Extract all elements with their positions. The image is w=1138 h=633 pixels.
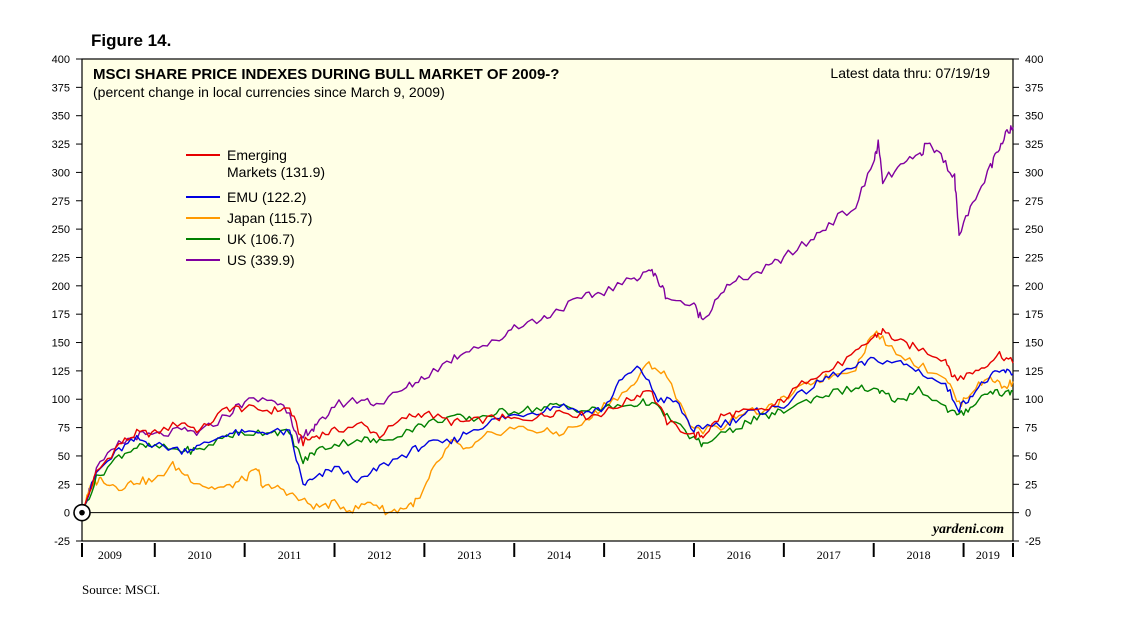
x-tick-label: 2012: [367, 548, 391, 562]
legend-label-0: Emerging: [227, 147, 287, 163]
y-tick-label-right: 0: [1025, 508, 1031, 520]
chart-title: MSCI SHARE PRICE INDEXES DURING BULL MAR…: [93, 66, 559, 83]
y-tick-label-left: -25: [54, 536, 70, 548]
y-tick-label-right: 50: [1025, 451, 1037, 463]
y-tick-label-left: 100: [52, 394, 70, 406]
series-line-4: [81, 125, 1014, 513]
figure-label: Figure 14.: [91, 31, 172, 50]
y-tick-label-right: 125: [1025, 366, 1043, 378]
y-tick-label-right: -25: [1025, 536, 1041, 548]
y-tick-label-left: 75: [58, 423, 70, 435]
series-line-1: [81, 356, 1014, 513]
y-tick-label-left: 400: [52, 54, 70, 66]
y-tick-label-left: 0: [64, 508, 70, 520]
y-tick-label-right: 375: [1025, 82, 1043, 94]
y-tick-label-right: 400: [1025, 54, 1043, 66]
x-tick-label: 2009: [98, 548, 122, 562]
y-tick-label-left: 325: [52, 139, 70, 151]
legend-label-4: US (339.9): [227, 252, 295, 268]
legend-label-3: UK (106.7): [227, 231, 295, 247]
y-tick-label-right: 300: [1025, 167, 1043, 179]
series-line-0: [81, 328, 1014, 513]
y-tick-label-left: 225: [52, 252, 70, 264]
x-tick-label: 2011: [278, 548, 302, 562]
y-tick-label-left: 200: [52, 281, 70, 293]
y-tick-label-left: 175: [52, 309, 70, 321]
y-tick-label-right: 250: [1025, 224, 1043, 236]
y-tick-label-right: 225: [1025, 252, 1043, 264]
y-tick-label-left: 250: [52, 224, 70, 236]
chart-subtitle: (percent change in local currencies sinc…: [93, 84, 445, 100]
x-tick-label: 2013: [457, 548, 481, 562]
y-tick-label-left: 25: [58, 479, 70, 491]
x-tick-label: 2010: [188, 548, 212, 562]
series-line-2: [81, 330, 1014, 516]
start-marker-dot: [79, 509, 85, 516]
x-tick-label: 2018: [907, 548, 931, 562]
y-tick-label-left: 375: [52, 82, 70, 94]
legend-label-1: EMU (122.2): [227, 189, 306, 205]
y-tick-label-left: 275: [52, 196, 70, 208]
y-tick-label-right: 100: [1025, 394, 1043, 406]
y-tick-label-left: 350: [52, 111, 70, 123]
y-tick-label-right: 150: [1025, 338, 1043, 350]
plot-area: [81, 58, 1014, 542]
y-tick-label-right: 350: [1025, 111, 1043, 123]
y-tick-label-right: 200: [1025, 281, 1043, 293]
x-tick-label: 2016: [727, 548, 751, 562]
legend-label-0: Markets (131.9): [227, 164, 325, 180]
y-tick-label-right: 25: [1025, 479, 1037, 491]
watermark: yardeni.com: [931, 522, 1004, 537]
x-tick-label: 2017: [817, 548, 841, 562]
latest-data-label: Latest data thru: 07/19/19: [830, 65, 990, 81]
y-tick-label-right: 75: [1025, 423, 1037, 435]
x-tick-label: 2014: [547, 548, 571, 562]
y-tick-label-left: 50: [58, 451, 70, 463]
source-note: Source: MSCI.: [82, 582, 160, 597]
y-tick-label-right: 175: [1025, 309, 1043, 321]
y-tick-label-left: 125: [52, 366, 70, 378]
legend-label-2: Japan (115.7): [227, 210, 312, 226]
x-tick-label: 2015: [637, 548, 661, 562]
y-tick-label-right: 275: [1025, 196, 1043, 208]
x-tick-label: 2019: [976, 548, 1000, 562]
y-tick-label-right: 325: [1025, 139, 1043, 151]
y-tick-label-left: 150: [52, 338, 70, 350]
y-tick-label-left: 300: [52, 167, 70, 179]
